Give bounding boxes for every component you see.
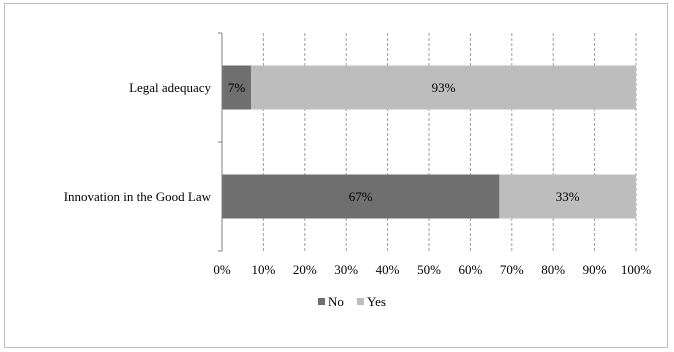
bar-segment-yes [250, 65, 637, 110]
x-tick-label: 60% [458, 262, 482, 277]
x-tick-label: 40% [376, 262, 400, 277]
bar-value-label: 7% [228, 80, 246, 95]
x-tick-label: 30% [334, 262, 358, 277]
x-tick-labels: 0% 10% 20% 30% 40% 50% 60% 70% 80% 90% 100% [213, 262, 651, 277]
legend-swatch-yes [357, 298, 364, 305]
legend-label-yes: Yes [367, 294, 386, 309]
bar-segment-yes [499, 174, 636, 219]
x-tick-label: 10% [251, 262, 275, 277]
category-label: Innovation in the Good Law [64, 189, 212, 204]
x-tick-label: 90% [583, 262, 607, 277]
x-tick-label: 70% [500, 262, 524, 277]
bar-value-label: 93% [432, 80, 456, 95]
axes [218, 32, 223, 252]
bar-value-label: 67% [349, 189, 373, 204]
legend-swatch-no [318, 298, 325, 305]
category-labels: Legal adequacy Innovation in the Good Law [64, 80, 212, 204]
category-label: Legal adequacy [129, 80, 211, 95]
bar-segment-no [222, 65, 251, 110]
bars: 7% 93% 67% 33% [222, 65, 637, 219]
legend-label-no: No [328, 294, 344, 309]
x-tick-label: 100% [621, 262, 652, 277]
bar-segment-no [222, 174, 500, 219]
bar-value-label: 33% [556, 189, 580, 204]
x-tick-label: 20% [293, 262, 317, 277]
x-tick-label: 0% [213, 262, 231, 277]
legend: No Yes [318, 294, 386, 309]
x-tick-label: 50% [417, 262, 441, 277]
x-tick-label: 80% [541, 262, 565, 277]
